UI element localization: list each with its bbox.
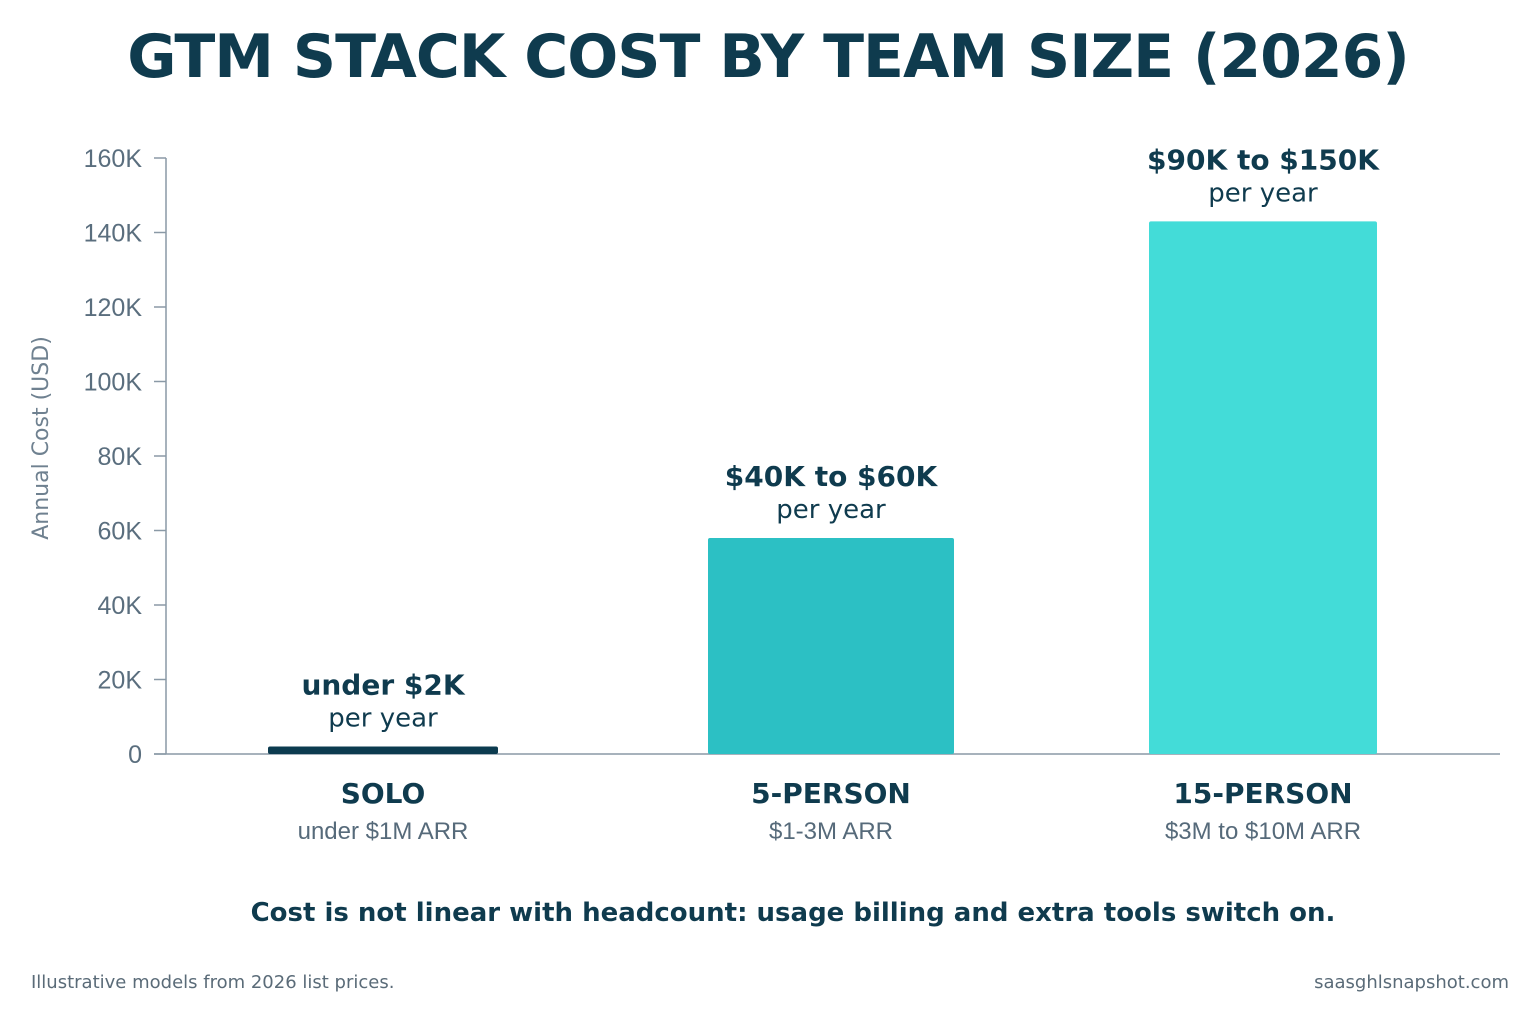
y-axis-ticks: 0 20K 40K 60K 80K 100K 120K 140K 160K	[84, 145, 166, 769]
source-link[interactable]: saasghlsnapshot.com	[1314, 972, 1509, 993]
y-tick-label: 160K	[84, 145, 143, 173]
y-tick-label: 20K	[98, 667, 143, 695]
y-tick-label: 40K	[98, 592, 143, 620]
y-tick-label: 100K	[84, 369, 143, 397]
y-tick-label: 0	[128, 741, 142, 769]
category-label: SOLO	[341, 777, 426, 810]
bar-5-person	[708, 537, 954, 754]
data-label: $40K to $60K	[725, 460, 939, 493]
y-tick-label: 140K	[84, 220, 143, 248]
bar-solo	[268, 746, 498, 754]
bar-chart: 0 20K 40K 60K 80K 100K 120K 140K 160K Annual Cos…	[29, 143, 1500, 845]
category-subtitle: $1-3M ARR	[769, 818, 893, 845]
category-label: 15-PERSON	[1173, 777, 1352, 810]
data-label: $90K to $150K	[1147, 143, 1380, 176]
y-axis-label: Annual Cost (USD)	[29, 336, 54, 540]
y-tick-label: 60K	[98, 518, 143, 546]
category-label: 5-PERSON	[751, 777, 911, 810]
category-labels: SOLO under $1M ARR 5-PERSON $1-3M ARR 15-PER…	[298, 777, 1361, 845]
category-subtitle: under $1M ARR	[298, 818, 469, 845]
data-label: under $2K	[301, 669, 465, 702]
bar-15-person	[1149, 221, 1377, 754]
y-tick-label: 120K	[84, 294, 143, 322]
data-label-subtitle: per year	[328, 704, 438, 734]
y-tick-label: 80K	[98, 443, 143, 471]
chart-title: GTM STACK COST BY TEAM SIZE (2026)	[127, 22, 1410, 92]
data-label-subtitle: per year	[776, 495, 886, 525]
bars	[268, 221, 1377, 754]
footnote: Illustrative models from 2026 list price…	[31, 972, 395, 993]
caption: Cost is not linear with headcount: usage…	[250, 898, 1336, 928]
data-label-subtitle: per year	[1208, 178, 1318, 208]
category-subtitle: $3M to $10M ARR	[1165, 818, 1361, 845]
